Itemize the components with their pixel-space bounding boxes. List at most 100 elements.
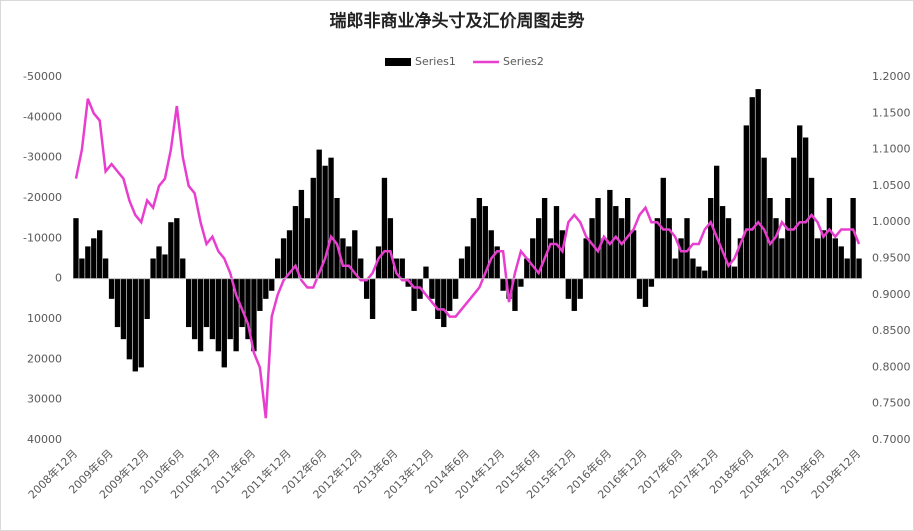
bar — [488, 230, 494, 279]
bar — [280, 238, 287, 279]
y-tick-label: -30000 — [23, 151, 62, 164]
y-tick-label: 20000 — [27, 352, 62, 365]
bar — [476, 198, 483, 279]
bar — [725, 218, 732, 279]
bar — [85, 246, 91, 279]
bar — [731, 266, 738, 279]
bar — [838, 246, 844, 279]
bar — [405, 278, 411, 287]
bar — [470, 218, 477, 279]
bar — [767, 198, 773, 279]
bar — [186, 278, 192, 328]
y2-tick-label: 1.1000 — [872, 143, 911, 156]
bar — [547, 238, 554, 279]
y2-tick-label: 0.9000 — [872, 288, 911, 301]
bar — [571, 278, 577, 311]
bar — [79, 258, 85, 279]
bar — [636, 278, 643, 299]
bar — [595, 198, 601, 279]
bar — [292, 206, 299, 279]
bar — [565, 278, 572, 299]
bar — [791, 157, 797, 279]
bar — [648, 278, 655, 287]
bar — [144, 278, 150, 319]
bar — [322, 165, 328, 279]
bar — [452, 278, 459, 299]
bar — [221, 278, 227, 368]
bar — [274, 258, 281, 279]
bar — [844, 258, 850, 279]
y2-tick-label: 0.8500 — [872, 324, 911, 337]
bar — [239, 278, 245, 328]
y-tick-label: -40000 — [23, 110, 62, 123]
bar — [708, 198, 714, 279]
bar — [743, 125, 749, 279]
bar — [619, 218, 625, 279]
y-tick-label: -50000 — [23, 70, 62, 83]
y-tick-label: 30000 — [27, 393, 62, 406]
bar — [363, 278, 370, 299]
bar — [328, 157, 334, 279]
bar — [203, 278, 210, 328]
y2-tick-label: 0.9500 — [872, 252, 911, 265]
bar — [156, 246, 162, 279]
bar — [73, 218, 79, 279]
bar — [779, 238, 785, 279]
bar — [797, 125, 803, 279]
bar — [346, 246, 352, 279]
bar — [856, 258, 862, 279]
bar — [524, 258, 530, 279]
bar — [666, 218, 672, 279]
bar — [310, 177, 316, 279]
bar — [559, 230, 566, 279]
bar — [500, 278, 506, 291]
bar — [358, 258, 364, 279]
bar — [162, 254, 168, 279]
bar — [411, 278, 417, 311]
bar — [102, 258, 109, 279]
bar — [97, 230, 103, 279]
bar — [601, 238, 607, 279]
chart-title: 瑞郎非商业净头寸及汇价周图走势 — [330, 11, 585, 32]
legend-swatch — [385, 58, 411, 66]
bar — [91, 238, 97, 279]
line — [74, 98, 861, 419]
bar — [298, 189, 305, 279]
bar — [642, 278, 649, 307]
bar — [755, 89, 761, 279]
y2-tick-label: 1.2000 — [872, 70, 911, 83]
bar — [263, 278, 269, 299]
bar — [215, 278, 222, 352]
bar — [227, 278, 233, 340]
bar — [518, 278, 524, 287]
bar — [773, 218, 779, 279]
bar — [464, 246, 471, 279]
bar — [654, 218, 661, 279]
y-tick-label: -10000 — [23, 231, 62, 244]
bar — [802, 137, 809, 279]
bar — [304, 218, 310, 279]
bar — [245, 278, 251, 340]
bar — [387, 218, 394, 279]
bar — [684, 218, 690, 279]
bar — [482, 206, 488, 279]
bar — [447, 278, 453, 311]
bar — [209, 278, 216, 340]
bar — [530, 238, 536, 279]
bar — [257, 278, 263, 311]
bar — [114, 278, 121, 328]
bar — [138, 278, 144, 368]
bar — [702, 270, 708, 279]
bar — [441, 278, 447, 328]
bar — [607, 189, 613, 279]
bar — [506, 278, 512, 299]
bar — [334, 198, 340, 279]
bar — [808, 177, 815, 279]
bar — [458, 258, 465, 279]
bar — [435, 278, 441, 319]
bar — [174, 218, 180, 279]
bar — [814, 238, 821, 279]
bar — [696, 266, 702, 279]
bar — [553, 206, 560, 279]
